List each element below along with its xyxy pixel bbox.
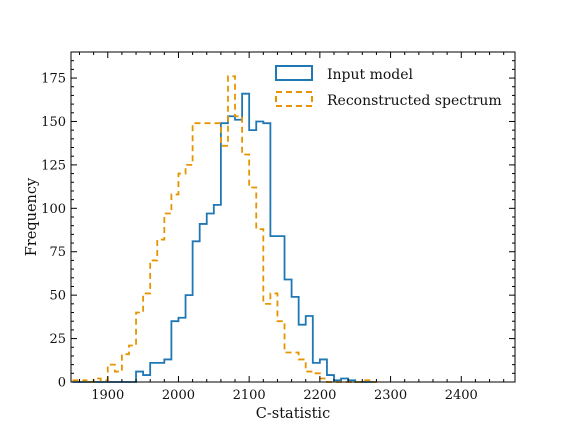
legend-swatch-reconstructed-spectrum [275, 91, 313, 107]
x-tick-label: 1900 [91, 388, 124, 403]
x-tick-label: 2400 [445, 388, 478, 403]
y-tick-label: 150 [41, 115, 66, 130]
legend: Input model Reconstructed spectrum [275, 65, 502, 109]
y-tick-label: 25 [49, 332, 66, 347]
series-line-reconstructed-spectrum [72, 75, 377, 383]
tick-layer: 1900 2000 2100 2200 2300 2400 0 25 50 75 100 125 150… [41, 51, 515, 403]
x-axis-label: C-statistic [256, 406, 330, 422]
x-tick-label: 2100 [233, 388, 266, 403]
series-line-input-model [72, 92, 377, 383]
y-tick-label: 175 [41, 72, 66, 87]
y-tick-label: 125 [41, 158, 66, 173]
series-layer [72, 75, 377, 383]
legend-swatch-input-model [275, 65, 313, 81]
x-tick-label: 2000 [162, 388, 195, 403]
y-axis-label: Frequency [24, 177, 40, 256]
y-tick-label: 100 [41, 202, 66, 217]
y-tick-label: 50 [49, 289, 66, 304]
legend-label-input-model: Input model [327, 67, 414, 83]
legend-label-reconstructed-spectrum: Reconstructed spectrum [327, 93, 502, 109]
x-tick-label: 2300 [374, 388, 407, 403]
y-tick-label: 75 [49, 245, 66, 260]
x-tick-label: 2200 [303, 388, 336, 403]
y-tick-label: 0 [58, 376, 66, 391]
